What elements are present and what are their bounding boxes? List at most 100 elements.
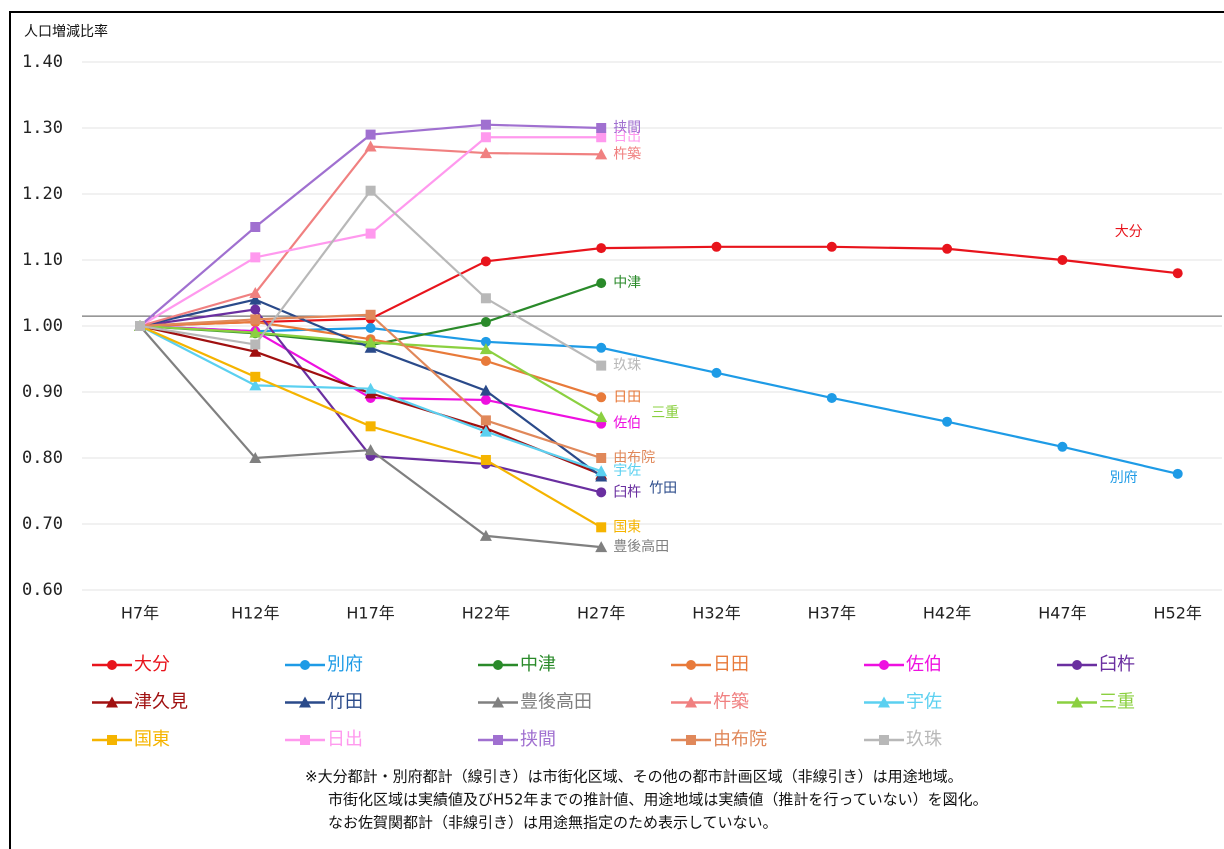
data-point: [479, 147, 492, 159]
legend-label: 大分: [134, 654, 170, 675]
data-point: [365, 185, 376, 196]
legend-marker: [300, 735, 310, 745]
end-label: 日田: [613, 389, 641, 405]
x-tick-label: H17年: [346, 604, 394, 623]
data-point: [596, 453, 607, 463]
data-point: [249, 345, 262, 357]
data-point: [1172, 468, 1183, 479]
x-tick-label: H37年: [808, 604, 856, 623]
end-label: 挟間: [613, 120, 641, 136]
legend-label: 宇佐: [906, 692, 942, 713]
legend-marker: [493, 735, 503, 745]
legend-label: 日田: [713, 654, 749, 675]
data-point: [480, 293, 491, 304]
data-point: [135, 321, 145, 331]
data-point: [365, 129, 376, 140]
x-tick-label: H52年: [1153, 604, 1201, 623]
legend-marker: [1071, 696, 1083, 708]
end-label: 別府: [1110, 470, 1138, 486]
series-line: [139, 324, 1178, 475]
legend-label: 津久見: [134, 692, 188, 713]
data-point: [365, 228, 376, 239]
data-point: [250, 339, 261, 350]
data-point: [596, 278, 607, 289]
data-point: [595, 465, 608, 477]
end-label: 豊後高田: [613, 538, 669, 555]
data-point: [250, 222, 261, 232]
data-point: [365, 309, 376, 320]
data-point: [365, 421, 376, 432]
legend-marker: [879, 735, 889, 745]
data-point: [480, 394, 491, 405]
data-point: [479, 384, 492, 396]
data-point: [1057, 441, 1068, 452]
data-point: [942, 243, 953, 254]
data-point: [364, 140, 377, 152]
note: 市街化区域は実績値及びH52年までの推計値、用途地域は実績値（推計を行っていない…: [328, 791, 988, 809]
note: なお佐賀関都計（非線引き）は用途無指定のため表示していない。: [328, 814, 778, 832]
x-tick-label: H32年: [692, 604, 740, 623]
y-tick-label: 1.20: [22, 184, 63, 204]
legend-label: 国東: [134, 729, 170, 750]
data-point: [480, 256, 491, 267]
end-label: 佐伯: [613, 416, 641, 432]
data-point: [595, 541, 608, 553]
y-tick-label: 0.60: [22, 580, 63, 600]
data-point: [596, 522, 607, 533]
data-point: [250, 252, 261, 263]
legend-marker: [685, 696, 697, 708]
end-label: 中津: [613, 275, 641, 291]
data-point: [480, 355, 491, 366]
end-label: 臼杵: [613, 484, 641, 500]
data-point: [249, 379, 262, 391]
legend-marker: [879, 660, 889, 670]
data-point: [596, 132, 607, 143]
end-label: 玖珠: [613, 358, 641, 374]
end-label: 竹田: [649, 480, 677, 496]
data-point: [480, 454, 491, 465]
end-label: 宇佐: [613, 463, 641, 479]
legend-label: 中津: [520, 654, 556, 675]
data-point: [250, 371, 261, 382]
data-point: [364, 382, 377, 394]
y-tick-label: 1.30: [22, 118, 63, 138]
legend-label: 日出: [327, 729, 363, 750]
y-tick-label: 0.80: [22, 448, 63, 468]
legend-marker: [878, 696, 890, 708]
y-tick-label: 1.10: [22, 250, 63, 270]
data-point: [1172, 268, 1183, 279]
data-point: [942, 416, 953, 427]
legend-label: 別府: [327, 654, 363, 675]
data-point: [596, 243, 607, 254]
data-point: [250, 304, 261, 315]
data-point: [249, 326, 262, 338]
y-tick-label: 1.00: [22, 316, 63, 336]
x-tick-label: H7年: [121, 604, 159, 623]
data-point: [596, 360, 607, 371]
legend-marker: [493, 660, 503, 670]
data-point: [479, 425, 492, 437]
data-point: [596, 342, 607, 353]
legend-marker: [686, 660, 696, 670]
legend-marker: [686, 735, 696, 745]
x-tick-label: H22年: [462, 604, 510, 623]
end-label: 大分: [1115, 224, 1143, 240]
y-tick-label: 0.90: [22, 382, 63, 402]
y-tick-label: 0.70: [22, 514, 63, 534]
data-point: [364, 444, 377, 456]
series-line: [139, 123, 602, 327]
data-point: [364, 336, 377, 348]
data-point: [1057, 255, 1068, 265]
data-point: [711, 241, 722, 252]
data-point: [826, 392, 837, 403]
end-label: 杵築: [613, 146, 641, 162]
legend-marker: [299, 696, 311, 708]
legend-label: 由布院: [713, 729, 767, 750]
x-tick-label: H47年: [1038, 604, 1086, 623]
legend-marker: [492, 696, 504, 708]
data-point: [480, 415, 491, 426]
data-point: [480, 132, 491, 143]
x-tick-label: H12年: [231, 604, 279, 623]
data-point: [479, 343, 492, 355]
